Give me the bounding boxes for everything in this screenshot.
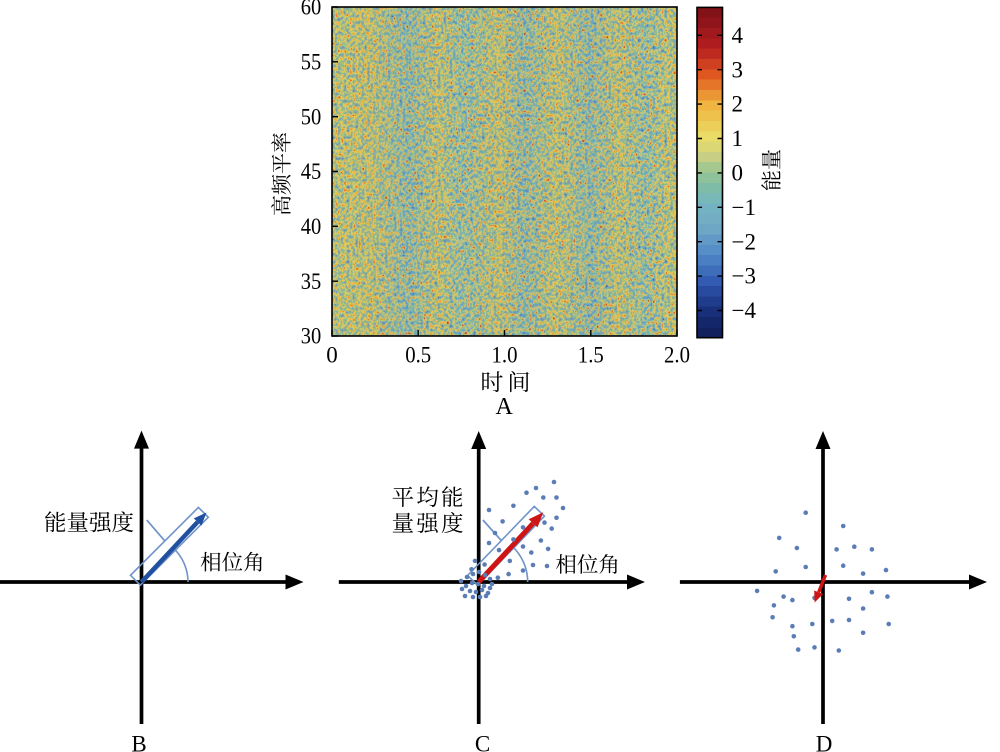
svg-text:3: 3 <box>732 57 744 82</box>
svg-text:−1: −1 <box>732 195 756 220</box>
svg-text:1: 1 <box>732 126 744 151</box>
svg-text:C: C <box>475 732 490 752</box>
svg-text:35: 35 <box>301 269 322 294</box>
svg-text:30: 30 <box>301 324 322 349</box>
svg-text:B: B <box>131 732 146 752</box>
svg-text:1.0: 1.0 <box>492 342 518 367</box>
svg-text:0.5: 0.5 <box>405 342 431 367</box>
svg-text:1.5: 1.5 <box>578 342 604 367</box>
svg-text:4: 4 <box>732 23 744 48</box>
svg-text:0: 0 <box>326 342 338 367</box>
svg-text:50: 50 <box>301 104 322 129</box>
svg-text:2: 2 <box>732 92 744 117</box>
svg-text:40: 40 <box>301 214 322 239</box>
svg-text:2.0: 2.0 <box>664 342 690 367</box>
svg-text:55: 55 <box>301 49 322 74</box>
svg-text:A: A <box>496 394 514 420</box>
svg-text:45: 45 <box>301 159 322 184</box>
svg-text:60: 60 <box>301 0 322 20</box>
svg-text:0: 0 <box>732 161 744 186</box>
svg-text:−2: −2 <box>732 229 756 254</box>
svg-text:D: D <box>816 732 833 752</box>
svg-text:−3: −3 <box>732 264 756 289</box>
svg-text:−4: −4 <box>732 298 757 323</box>
